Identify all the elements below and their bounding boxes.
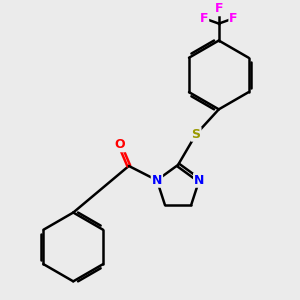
Text: O: O bbox=[115, 138, 125, 151]
Text: F: F bbox=[200, 12, 208, 25]
Text: S: S bbox=[191, 128, 200, 141]
Text: F: F bbox=[230, 12, 238, 25]
Text: F: F bbox=[214, 2, 223, 15]
Text: N: N bbox=[194, 174, 204, 187]
Text: N: N bbox=[152, 174, 162, 187]
